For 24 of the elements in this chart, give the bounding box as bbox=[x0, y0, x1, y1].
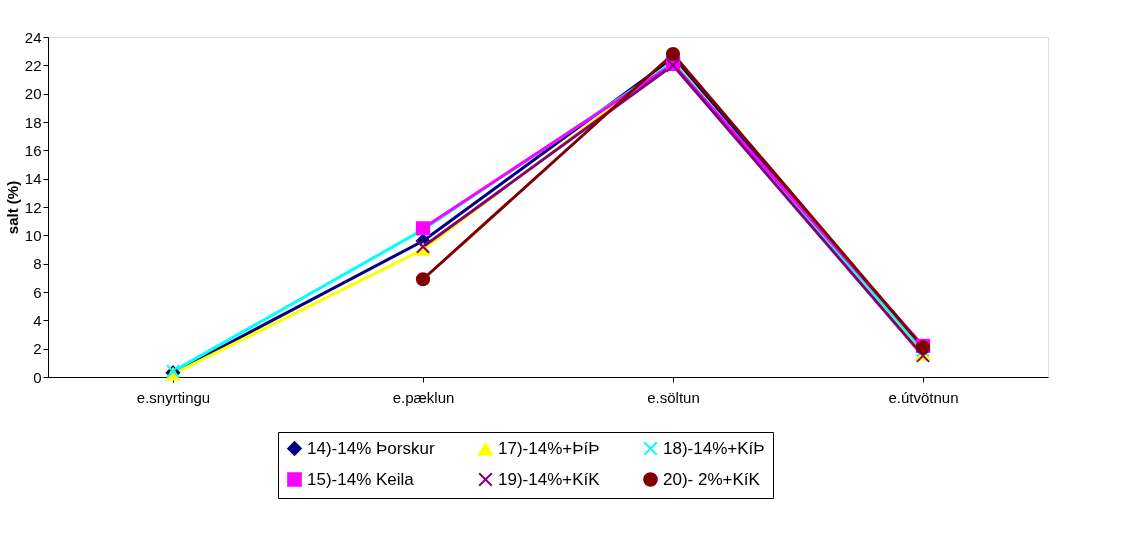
y-tick-label: 12 bbox=[24, 198, 42, 216]
y-tick-label: 16 bbox=[24, 141, 42, 159]
y-tick-label: 18 bbox=[24, 113, 42, 131]
y-tick-label: 22 bbox=[24, 56, 42, 74]
y-tick-label: 8 bbox=[33, 255, 42, 273]
y-tick-label: 14 bbox=[24, 170, 42, 188]
legend-label: 17)-14%+ÞíÞ bbox=[498, 439, 600, 459]
legend-label: 20)- 2%+KíK bbox=[663, 469, 761, 489]
y-tick-label: 0 bbox=[33, 368, 42, 386]
y-tick-label: 10 bbox=[24, 226, 42, 244]
y-tick-label: 6 bbox=[33, 283, 42, 301]
y-tick-label: 2 bbox=[33, 340, 42, 358]
legend-label: 15)-14% Keila bbox=[307, 469, 415, 489]
x-tick-label: e.pæklun bbox=[392, 388, 455, 406]
x-tick-label: e.söltun bbox=[647, 388, 700, 406]
x-tick-label: e.útvötnun bbox=[888, 388, 959, 406]
legend-label: 18)-14%+KíÞ bbox=[663, 438, 765, 458]
legend-label: 14)-14% Þorskur bbox=[307, 438, 435, 458]
y-tick-label: 24 bbox=[24, 28, 42, 46]
x-tick-label: e.snyrtingu bbox=[136, 388, 211, 406]
y-axis-title: salt (%) bbox=[3, 180, 21, 235]
y-tick-label: 4 bbox=[33, 311, 42, 329]
legend-label: 19)-14%+KíK bbox=[498, 469, 601, 489]
y-tick-label: 20 bbox=[24, 85, 42, 103]
